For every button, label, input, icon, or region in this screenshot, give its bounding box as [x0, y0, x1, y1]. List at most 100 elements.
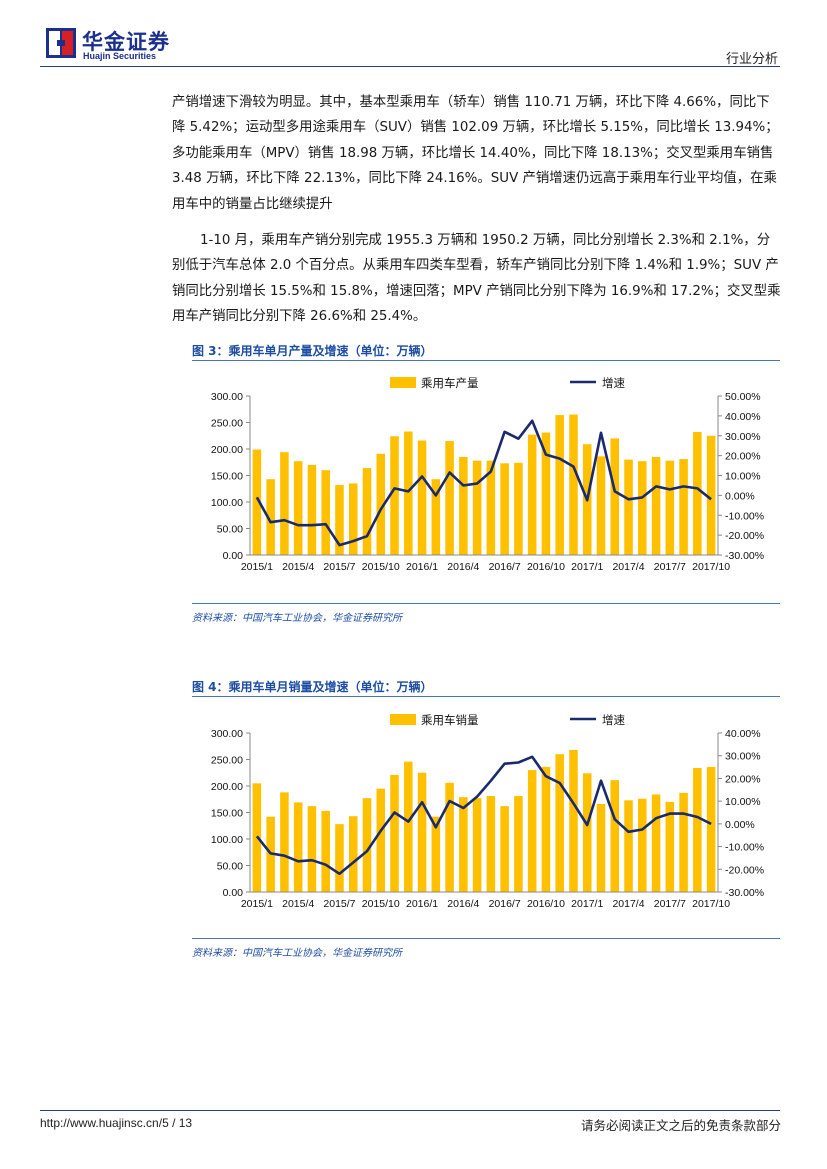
left-tick-label: 250.00	[211, 755, 243, 767]
bar-2016/1	[417, 440, 427, 555]
figure-4-bottom-rule	[192, 938, 780, 939]
bar-2017/6	[651, 456, 661, 555]
right-tick-label: -30.00%	[725, 887, 764, 899]
bar-2015/3	[280, 792, 289, 892]
figure-3-title: 图 3：乘用车单月产量及增速（单位：万辆）	[192, 344, 433, 358]
footer-disclaimer: 请务必阅读正文之后的免责条款部分	[580, 1118, 781, 1133]
bar-2015/6	[321, 470, 330, 555]
bar-2015/6	[321, 810, 330, 892]
bar-2017/7	[665, 460, 675, 555]
legend-bar-label: 乘用车销量	[421, 713, 479, 727]
bar-2016/8	[514, 796, 523, 892]
figure-4-top-rule	[192, 696, 780, 697]
bar-2016/2	[431, 816, 441, 892]
logo-text: 华金证券	[82, 30, 170, 54]
x-tick-label: 2017/10	[692, 898, 730, 910]
left-tick-label: 100.00	[211, 834, 243, 846]
bar-2015/7	[335, 824, 344, 892]
x-tick-label: 2016/7	[489, 898, 521, 910]
x-tick-label: 2016/10	[527, 898, 565, 910]
right-tick-label: 40.00%	[725, 728, 761, 740]
header-divider	[40, 66, 780, 67]
logo-english: Huajin Securities	[83, 51, 157, 61]
footer-url-page: http://www.huajinsc.cn/5 / 13	[40, 1116, 192, 1130]
x-tick-label: 2017/4	[612, 561, 644, 573]
left-tick-label: 100.00	[211, 497, 243, 509]
bar-2015/11	[390, 774, 399, 892]
bar-2015/11	[390, 436, 399, 555]
bar-2016/10	[541, 432, 551, 555]
bar-2016/7	[500, 463, 509, 555]
bar-2015/10	[376, 453, 386, 555]
legend-bar-label: 乘用车产量	[421, 376, 479, 390]
legend-bar-swatch	[390, 714, 416, 725]
right-tick-label: -10.00%	[725, 842, 764, 854]
bar-2015/3	[280, 452, 289, 555]
bar-2015/1	[252, 449, 262, 555]
x-tick-label: 2016/7	[489, 561, 521, 573]
growth-line	[255, 419, 712, 547]
right-tick-label: 50.00%	[725, 391, 761, 403]
page-number: 5 / 13	[162, 1116, 193, 1130]
bar-2015/5	[307, 464, 317, 555]
x-tick-label: 2015/10	[362, 561, 400, 573]
x-tick-label: 2015/4	[282, 898, 314, 910]
left-tick-label: 150.00	[211, 808, 243, 820]
x-tick-label: 2015/10	[362, 898, 400, 910]
bar-2017/4	[624, 800, 633, 892]
left-tick-label: 300.00	[211, 728, 243, 740]
left-tick-label: 50.00	[217, 524, 243, 536]
x-tick-label: 2015/7	[323, 898, 355, 910]
huajin-logo-icon	[46, 28, 76, 58]
bar-2015/8	[348, 816, 358, 892]
bar-2016/2	[431, 479, 441, 555]
x-tick-label: 2017/1	[571, 561, 603, 573]
figure-3-top-rule	[192, 360, 780, 361]
paragraph-text: 产销增速下滑较为明显。其中，基本型乘用车（轿车）销售 110.71 万辆，环比下…	[172, 95, 779, 212]
growth-line	[255, 755, 712, 876]
left-tick-label: 200.00	[211, 444, 243, 456]
figure-4-title: 图 4：乘用车单月销量及增速（单位：万辆）	[192, 680, 433, 694]
bar-2017/10	[706, 435, 716, 555]
bar-2015/4	[293, 461, 303, 555]
right-tick-label: -20.00%	[725, 864, 764, 876]
right-tick-label: 40.00%	[725, 411, 761, 423]
right-tick-label: 10.00%	[725, 796, 761, 808]
right-tick-label: 0.00%	[725, 819, 755, 831]
bar-2015/12	[404, 431, 413, 555]
bar-2016/9	[527, 434, 537, 555]
right-tick-label: -10.00%	[725, 510, 764, 522]
figure-3-chart: 0.00 50.00 100.00 150.00 200.00 250.00 300.00 -…	[211, 376, 764, 573]
x-tick-label: 2016/4	[447, 898, 479, 910]
bar-2017/1	[582, 773, 592, 892]
x-tick-label: 2016/4	[447, 561, 479, 573]
body-paragraph-1: 产销增速下滑较为明显。其中，基本型乘用车（轿车）销售 110.71 万辆，环比下…	[172, 90, 782, 217]
left-tick-label: 0.00	[223, 550, 244, 562]
left-tick-label: 0.00	[223, 887, 244, 899]
bar-2016/8	[514, 462, 523, 555]
bar-2017/10	[706, 766, 716, 892]
bar-2017/7	[665, 801, 675, 892]
paragraph-text: 1-10 月，乘用车产销分别完成 1955.3 万辆和 1950.2 万辆，同比…	[172, 233, 781, 325]
bar-2015/9	[362, 798, 372, 892]
left-tick-label: 250.00	[211, 418, 243, 430]
x-tick-label: 2017/7	[654, 561, 686, 573]
bar-2017/4	[624, 459, 633, 555]
bar-2017/3	[610, 438, 620, 555]
x-tick-label: 2017/7	[654, 898, 686, 910]
figure-4-chart: 0.00 50.00 100.00 150.00 200.00 250.00 300.00 -…	[211, 713, 764, 910]
x-tick-label: 2015/4	[282, 561, 314, 573]
x-tick-label: 2015/1	[241, 561, 273, 573]
footer-url-link[interactable]: http://www.huajinsc.cn/	[40, 1116, 163, 1130]
bar-2016/6	[486, 796, 496, 892]
figure-3-bottom-rule	[192, 603, 780, 604]
left-tick-label: 150.00	[211, 471, 243, 483]
bar-2016/1	[417, 772, 427, 892]
bar-2017/5	[638, 461, 647, 555]
legend-line-label: 增速	[602, 713, 625, 727]
bar-2017/9	[693, 432, 702, 555]
left-tick-label: 200.00	[211, 781, 243, 793]
bar-2017/5	[638, 798, 647, 892]
bar-2016/5	[472, 460, 482, 555]
bar-2015/10	[376, 788, 386, 892]
